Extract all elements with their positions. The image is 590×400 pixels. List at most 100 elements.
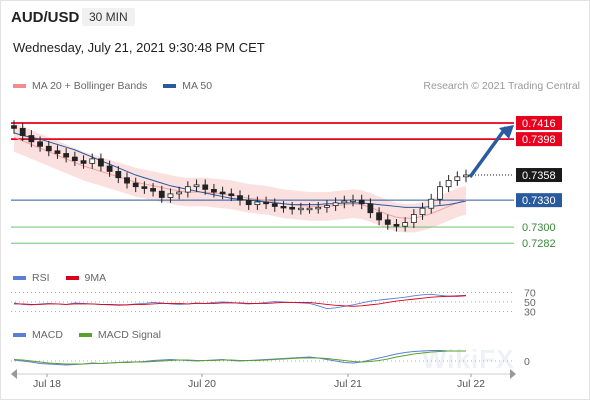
candle-body [376, 212, 382, 221]
ma20-legend-label: MA 20 + Bollinger Bands [32, 80, 148, 92]
forecast-arrow-head [499, 125, 514, 139]
price-tag-resistance: 0.7398 [522, 134, 556, 146]
candle-body [132, 182, 139, 188]
candle-body [45, 145, 52, 152]
candle-body [115, 171, 122, 179]
rsi-level-label: 30 [524, 307, 536, 319]
candle-body [89, 158, 96, 164]
candle-body [280, 206, 287, 209]
candle-body [54, 150, 61, 154]
candle-body [150, 188, 156, 192]
macd-legend-label: MACD [32, 329, 63, 341]
candle-body [289, 206, 296, 210]
candle-body [332, 202, 339, 206]
macd-signal-legend-label: MACD Signal [97, 329, 161, 341]
candle-body [324, 205, 330, 208]
candle-body [202, 184, 209, 190]
candle-body [437, 186, 443, 200]
candle-body [228, 193, 235, 197]
macd-signal-line [13, 350, 466, 365]
candle-body [271, 203, 278, 207]
rsi-ma-line [14, 295, 467, 307]
price-tag-support: 0.7300 [522, 222, 556, 234]
candle-body [80, 160, 87, 164]
timeframe-badge[interactable]: 30 MIN [82, 8, 135, 26]
candle-body [124, 177, 130, 184]
price-tag-bg-pivot [516, 193, 562, 208]
candle-body [297, 207, 304, 211]
scroll-left-icon [11, 369, 17, 379]
rsi-level-label: 70 [524, 287, 536, 299]
candle-body [445, 180, 452, 188]
report-datetime: Wednesday, July 21, 2021 9:30:48 PM CET [13, 40, 265, 55]
candle-body [393, 223, 400, 227]
macd-legend: MACD MACD Signal [13, 329, 161, 341]
price-tag-bg-resistance [516, 115, 562, 130]
candle-body [428, 198, 435, 209]
macd-line [13, 350, 466, 366]
candle-body [367, 203, 374, 214]
rsi-level-label: 50 [524, 297, 536, 309]
candle-body [454, 176, 461, 181]
rsi-legend: RSI 9MA [13, 272, 106, 284]
macd-swatch [13, 333, 26, 337]
candle-body [28, 135, 35, 143]
ma50-swatch [163, 84, 177, 88]
price-tag-last_price: 0.7358 [522, 170, 556, 182]
candle-body [211, 188, 217, 193]
scroll-right-icon [510, 369, 516, 379]
rsi-line [13, 293, 467, 310]
candle-body [384, 219, 391, 225]
rsi-swatch [13, 276, 26, 280]
candle-body [341, 200, 348, 204]
candle-body [306, 207, 313, 211]
ma50-legend-label: MA 50 [182, 80, 213, 92]
x-tick-label: Jul 22 [457, 378, 485, 390]
ma20-swatch [13, 84, 26, 88]
candle-body [98, 158, 104, 167]
rsi-ma-swatch [65, 276, 79, 280]
forecast-arrow-line [468, 126, 508, 179]
price-legend: MA 20 + Bollinger Bands MA 50 [13, 80, 212, 92]
candle-body [11, 125, 17, 129]
macd-zero-label: 0 [524, 356, 530, 368]
price-tag-support: 0.7282 [522, 238, 556, 250]
candle-body [37, 141, 43, 147]
candle-body [263, 201, 269, 205]
candle-body [254, 201, 261, 206]
candle-body [106, 165, 113, 172]
candle-body [463, 174, 469, 178]
candle-body [158, 190, 165, 198]
candle-body [419, 207, 426, 215]
x-tick-label: Jul 20 [188, 378, 216, 390]
candle-body [184, 186, 191, 193]
candle-body [237, 195, 243, 201]
candles-group [11, 120, 469, 232]
rsi-legend-label: RSI [32, 272, 50, 284]
candle-body [63, 153, 70, 158]
candle-body [402, 222, 409, 227]
candle-body [245, 199, 252, 206]
price-tag-resistance: 0.7416 [522, 118, 556, 130]
price-tag-pivot: 0.7330 [522, 195, 556, 207]
candle-body [315, 206, 322, 210]
x-tick-label: Jul 21 [334, 378, 362, 390]
price-tag-bg-resistance [516, 132, 562, 147]
rsi-ma-legend-label: 9MA [84, 272, 107, 284]
x-tick-label: Jul 18 [33, 378, 61, 390]
macd-signal-swatch [78, 333, 92, 337]
candle-body [358, 199, 365, 205]
candle-body [219, 191, 226, 195]
candle-body [71, 156, 78, 162]
watermark: WikiFX [422, 344, 515, 374]
candle-body [410, 214, 417, 223]
candle-body [141, 186, 148, 189]
candle-body [350, 199, 356, 203]
candle-body [167, 193, 174, 198]
copyright-label: Research © 2021 Trading Central [423, 80, 580, 92]
candle-body [176, 191, 183, 195]
candle-body [193, 184, 200, 188]
price-tag-bg-last_price [516, 168, 562, 183]
symbol-title: AUD/USD [11, 9, 80, 26]
